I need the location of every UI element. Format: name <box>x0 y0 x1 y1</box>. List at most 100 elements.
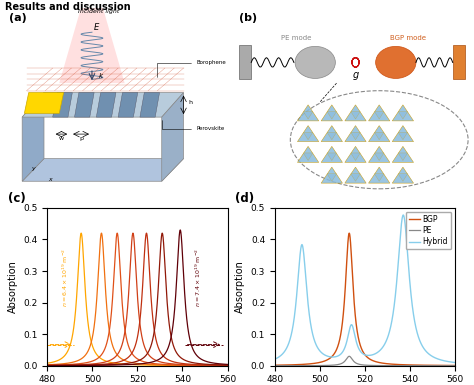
PE <box>346 354 352 358</box>
Hybrid <box>401 213 406 217</box>
Polygon shape <box>374 132 384 140</box>
Polygon shape <box>118 92 138 117</box>
Line: PE: PE <box>275 356 455 366</box>
Polygon shape <box>345 146 366 162</box>
Polygon shape <box>303 112 313 119</box>
Line: Hybrid: Hybrid <box>275 215 455 363</box>
Hybrid <box>449 360 455 364</box>
Polygon shape <box>239 45 251 79</box>
Text: x: x <box>48 177 52 182</box>
Polygon shape <box>327 132 337 140</box>
Polygon shape <box>351 153 360 161</box>
BGP <box>341 304 347 308</box>
PE <box>303 363 309 368</box>
Text: $g$: $g$ <box>352 70 359 82</box>
Polygon shape <box>59 8 125 83</box>
Hybrid <box>429 354 435 358</box>
PE <box>429 363 435 368</box>
Polygon shape <box>345 167 366 183</box>
BGP <box>429 363 435 368</box>
Legend: BGP, PE, Hybrid: BGP, PE, Hybrid <box>406 212 451 249</box>
Polygon shape <box>374 174 384 181</box>
Polygon shape <box>351 112 360 119</box>
Polygon shape <box>351 132 360 140</box>
PE <box>452 363 458 368</box>
Polygon shape <box>392 146 413 162</box>
Text: h: h <box>188 100 192 105</box>
Polygon shape <box>327 153 337 161</box>
Circle shape <box>295 46 336 79</box>
Polygon shape <box>321 126 342 142</box>
Polygon shape <box>392 105 413 121</box>
Polygon shape <box>369 126 390 142</box>
BGP <box>272 363 278 368</box>
Text: (c): (c) <box>8 192 26 204</box>
Polygon shape <box>96 92 116 117</box>
Polygon shape <box>162 92 183 181</box>
Polygon shape <box>369 105 390 121</box>
Polygon shape <box>321 146 342 162</box>
Polygon shape <box>369 167 390 183</box>
Polygon shape <box>298 126 319 142</box>
Text: $n=7.4\times10^{19}\ \mathrm{m}^{-2}$: $n=7.4\times10^{19}\ \mathrm{m}^{-2}$ <box>193 248 203 307</box>
Y-axis label: Absorption: Absorption <box>8 260 18 313</box>
BGP <box>452 363 458 368</box>
Polygon shape <box>24 92 64 113</box>
Text: (a): (a) <box>9 13 27 23</box>
Text: w: w <box>59 136 64 141</box>
Text: $k$: $k$ <box>99 70 105 79</box>
Y-axis label: Absorption: Absorption <box>235 260 245 313</box>
Polygon shape <box>398 174 408 181</box>
PE <box>272 363 278 368</box>
Text: y: y <box>31 166 35 171</box>
Circle shape <box>375 46 416 79</box>
Polygon shape <box>303 153 313 161</box>
Polygon shape <box>345 126 366 142</box>
Hybrid <box>292 305 298 310</box>
Polygon shape <box>398 132 408 140</box>
Polygon shape <box>53 92 73 117</box>
Text: $n=6.4\times10^{19}\ \mathrm{m}^{-2}$: $n=6.4\times10^{19}\ \mathrm{m}^{-2}$ <box>61 248 70 307</box>
Text: $E$: $E$ <box>93 21 100 32</box>
Text: Perovskite: Perovskite <box>162 120 225 131</box>
Polygon shape <box>140 92 160 117</box>
Polygon shape <box>327 112 337 119</box>
PE <box>449 363 455 368</box>
Text: Incident light: Incident light <box>78 9 119 14</box>
Polygon shape <box>392 167 413 183</box>
Hybrid <box>349 323 355 327</box>
Hybrid <box>272 357 278 362</box>
Polygon shape <box>327 174 337 181</box>
Polygon shape <box>74 92 94 117</box>
PE <box>341 360 347 364</box>
PE <box>349 357 355 361</box>
Line: BGP: BGP <box>275 233 455 365</box>
Text: (d): (d) <box>235 192 255 204</box>
Polygon shape <box>374 112 384 119</box>
Text: PE mode: PE mode <box>281 35 311 41</box>
Polygon shape <box>345 105 366 121</box>
Text: BGP mode: BGP mode <box>390 35 426 41</box>
Ellipse shape <box>290 91 468 189</box>
Polygon shape <box>321 167 342 183</box>
Polygon shape <box>392 126 413 142</box>
Hybrid <box>452 360 458 365</box>
BGP <box>349 262 355 267</box>
Text: Borophene: Borophene <box>157 60 227 77</box>
PE <box>292 363 298 368</box>
Polygon shape <box>303 132 313 140</box>
Polygon shape <box>298 146 319 162</box>
BGP <box>303 362 309 367</box>
Polygon shape <box>321 105 342 121</box>
Polygon shape <box>298 105 319 121</box>
BGP <box>449 363 455 368</box>
Polygon shape <box>22 159 183 181</box>
Polygon shape <box>22 92 44 181</box>
Hybrid <box>303 280 309 285</box>
BGP <box>346 231 352 236</box>
BGP <box>292 362 298 367</box>
Polygon shape <box>351 174 360 181</box>
Polygon shape <box>22 92 183 117</box>
Text: p: p <box>79 136 83 141</box>
Text: (b): (b) <box>239 13 257 23</box>
